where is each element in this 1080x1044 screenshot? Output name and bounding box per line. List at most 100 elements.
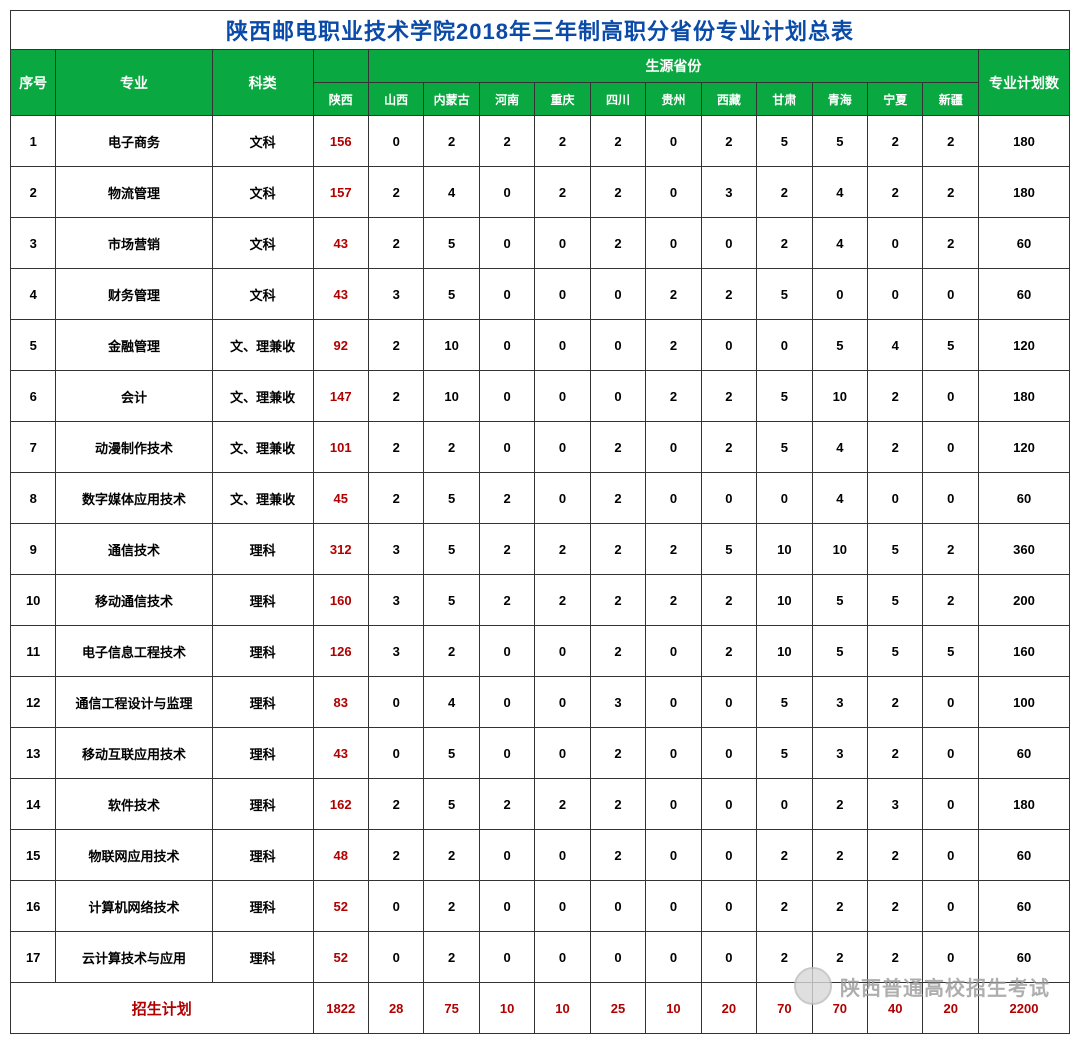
cell-major: 物流管理 <box>56 167 212 218</box>
cell-province: 2 <box>701 371 756 422</box>
cell-province: 0 <box>923 677 978 728</box>
cell-province: 10 <box>812 524 867 575</box>
cell-province: 0 <box>868 473 923 524</box>
cell-shaanxi: 147 <box>313 371 368 422</box>
cell-province: 3 <box>590 677 645 728</box>
cell-province: 2 <box>424 626 479 677</box>
cell-province: 2 <box>590 779 645 830</box>
cell-province: 0 <box>646 677 701 728</box>
cell-province: 2 <box>701 626 756 677</box>
footer-row: 招生计划 182228751010251020707040202200 <box>11 983 1070 1034</box>
cell-total: 180 <box>978 779 1069 830</box>
cell-province: 0 <box>479 422 534 473</box>
cell-major: 通信工程设计与监理 <box>56 677 212 728</box>
cell-province: 0 <box>479 218 534 269</box>
footer-province-total: 1822 <box>313 983 368 1034</box>
cell-province: 0 <box>479 830 534 881</box>
cell-province: 0 <box>479 371 534 422</box>
cell-province: 2 <box>590 116 645 167</box>
cell-province: 0 <box>479 932 534 983</box>
cell-province: 0 <box>535 371 590 422</box>
cell-province: 0 <box>646 881 701 932</box>
table-row: 10移动通信技术理科160352222210552200 <box>11 575 1070 626</box>
cell-seq: 17 <box>11 932 56 983</box>
cell-province: 0 <box>479 167 534 218</box>
cell-province: 0 <box>701 932 756 983</box>
cell-province: 2 <box>479 116 534 167</box>
cell-province: 3 <box>368 524 423 575</box>
cell-province: 2 <box>923 116 978 167</box>
cell-province: 2 <box>868 830 923 881</box>
cell-province: 5 <box>424 728 479 779</box>
cell-province: 2 <box>424 830 479 881</box>
cell-province: 2 <box>868 167 923 218</box>
cell-category: 理科 <box>212 677 313 728</box>
cell-category: 理科 <box>212 779 313 830</box>
cell-province: 0 <box>923 422 978 473</box>
cell-total: 180 <box>978 167 1069 218</box>
cell-province: 2 <box>424 422 479 473</box>
cell-province: 0 <box>590 371 645 422</box>
cell-seq: 5 <box>11 320 56 371</box>
cell-province: 0 <box>923 473 978 524</box>
cell-province: 2 <box>590 524 645 575</box>
cell-province: 2 <box>757 167 812 218</box>
cell-province: 5 <box>424 575 479 626</box>
cell-province: 2 <box>701 575 756 626</box>
cell-province: 3 <box>812 677 867 728</box>
cell-shaanxi: 52 <box>313 881 368 932</box>
cell-province: 0 <box>646 167 701 218</box>
cell-shaanxi: 157 <box>313 167 368 218</box>
cell-province: 2 <box>646 371 701 422</box>
cell-province: 0 <box>701 218 756 269</box>
cell-major: 数字媒体应用技术 <box>56 473 212 524</box>
cell-province: 5 <box>701 524 756 575</box>
cell-province: 0 <box>757 779 812 830</box>
cell-province: 2 <box>646 269 701 320</box>
cell-province: 2 <box>535 116 590 167</box>
cell-category: 理科 <box>212 728 313 779</box>
cell-province: 10 <box>812 371 867 422</box>
cell-province: 4 <box>868 320 923 371</box>
cell-province: 5 <box>424 779 479 830</box>
cell-province: 10 <box>424 320 479 371</box>
cell-seq: 7 <box>11 422 56 473</box>
cell-province: 2 <box>812 779 867 830</box>
hdr-province: 河南 <box>479 83 534 116</box>
cell-province: 5 <box>424 524 479 575</box>
cell-province: 0 <box>868 269 923 320</box>
hdr-category: 科类 <box>212 50 313 116</box>
cell-category: 文、理兼收 <box>212 473 313 524</box>
table-row: 11电子信息工程技术理科126320020210555160 <box>11 626 1070 677</box>
table-body: 1电子商务文科156022220255221802物流管理文科157240220… <box>11 116 1070 983</box>
cell-province: 2 <box>368 779 423 830</box>
cell-province: 0 <box>368 881 423 932</box>
cell-seq: 4 <box>11 269 56 320</box>
cell-province: 5 <box>812 626 867 677</box>
table-row: 13移动互联应用技术理科430500200532060 <box>11 728 1070 779</box>
cell-shaanxi: 43 <box>313 269 368 320</box>
cell-province: 3 <box>368 626 423 677</box>
cell-province: 2 <box>701 269 756 320</box>
cell-category: 文科 <box>212 269 313 320</box>
cell-major: 财务管理 <box>56 269 212 320</box>
cell-province: 0 <box>646 218 701 269</box>
cell-seq: 16 <box>11 881 56 932</box>
cell-province: 0 <box>368 677 423 728</box>
cell-province: 0 <box>535 320 590 371</box>
cell-category: 理科 <box>212 626 313 677</box>
cell-shaanxi: 43 <box>313 218 368 269</box>
cell-province: 2 <box>368 830 423 881</box>
cell-province: 10 <box>757 524 812 575</box>
cell-total: 160 <box>978 626 1069 677</box>
cell-province: 10 <box>757 626 812 677</box>
cell-province: 0 <box>590 932 645 983</box>
hdr-province: 贵州 <box>646 83 701 116</box>
footer-province-total: 20 <box>701 983 756 1034</box>
cell-shaanxi: 92 <box>313 320 368 371</box>
hdr-total: 专业计划数 <box>978 50 1069 116</box>
cell-total: 120 <box>978 422 1069 473</box>
hdr-province: 甘肃 <box>757 83 812 116</box>
cell-major: 移动通信技术 <box>56 575 212 626</box>
cell-province: 5 <box>757 269 812 320</box>
